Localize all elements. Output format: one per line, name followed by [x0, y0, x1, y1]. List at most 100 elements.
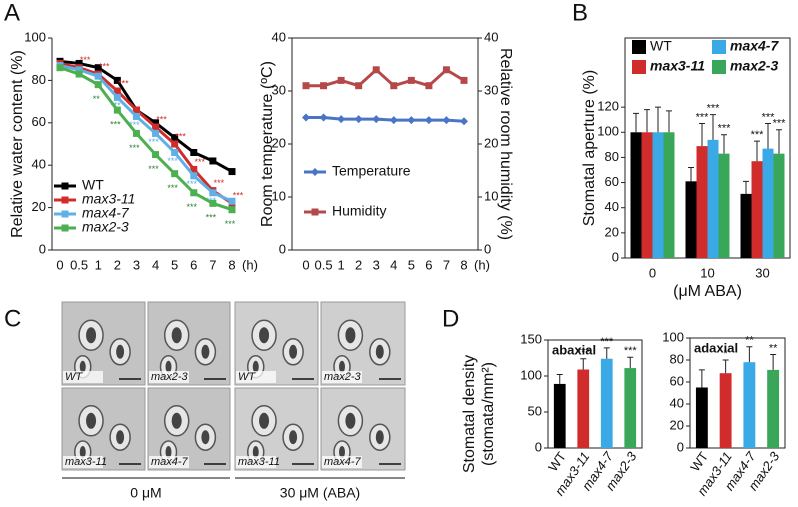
- marker: [302, 82, 310, 90]
- marker: [390, 82, 398, 90]
- y-tick-label: 40: [272, 29, 286, 44]
- x-tick-label: 2: [114, 257, 121, 272]
- panel-label: C: [4, 305, 21, 332]
- significance: **: [769, 342, 778, 354]
- error-bar: [699, 122, 705, 147]
- x-axis-label: (μM ABA): [673, 283, 742, 300]
- stoma-pore: [165, 445, 172, 458]
- y-tick-label: 0: [535, 439, 542, 454]
- marker: [94, 81, 102, 89]
- bar: [685, 181, 697, 258]
- significance: ***: [187, 179, 198, 189]
- y-tick-label: 80: [670, 351, 684, 366]
- bar: [630, 132, 642, 258]
- marker: [75, 66, 83, 74]
- series-line: [306, 67, 465, 88]
- x-tick-label: 30: [755, 265, 769, 280]
- bar: [773, 153, 785, 258]
- marker: [228, 206, 236, 214]
- legend-label: max4-7: [82, 205, 130, 221]
- marker: [94, 72, 102, 80]
- x-tick-label: 8: [228, 257, 235, 272]
- legend-marker: [61, 182, 69, 190]
- significance: ***: [99, 61, 110, 71]
- marker: [56, 64, 64, 72]
- error-bar: [776, 129, 782, 154]
- stoma-pore: [79, 445, 86, 458]
- marker: [152, 119, 160, 127]
- y-axis-label: Relative water content (%): [9, 50, 26, 238]
- significance: ***: [129, 120, 140, 130]
- y-axis-label: Stomatal aperture (%): [581, 70, 598, 227]
- error-bar: [580, 358, 587, 370]
- y2-tick-label: 40: [484, 29, 498, 44]
- stoma-pore: [79, 360, 86, 373]
- y-tick-label: 100: [24, 29, 46, 44]
- legend-marker: [311, 168, 319, 176]
- stoma-pore: [201, 344, 210, 359]
- error-bar: [721, 134, 727, 154]
- y-tick-label: 60: [670, 373, 684, 388]
- bar: [663, 132, 675, 258]
- marker: [389, 116, 398, 125]
- x-tick-label: 3: [133, 257, 140, 272]
- legend-swatch: [632, 40, 646, 54]
- error-bar: [746, 346, 753, 363]
- marker: [442, 116, 451, 125]
- marker: [152, 123, 160, 131]
- y-tick-label: 80: [32, 72, 46, 87]
- micrograph-label: max4-7: [151, 456, 189, 468]
- marker: [354, 115, 363, 124]
- significance: ***: [624, 345, 638, 357]
- bar: [624, 368, 637, 448]
- stoma-pore: [116, 430, 125, 445]
- legend-label: max4-7: [730, 38, 779, 54]
- error-bar: [770, 354, 777, 370]
- stoma-pore: [252, 360, 259, 373]
- y-tick-label: 20: [272, 135, 286, 150]
- stoma-pore: [252, 445, 259, 458]
- marker: [75, 70, 83, 78]
- stoma-pore: [86, 327, 97, 344]
- significance: ***: [118, 78, 129, 88]
- panel-title: abaxial: [552, 342, 596, 357]
- significance: ***: [718, 123, 732, 135]
- error-bar: [556, 374, 563, 384]
- significance: ***: [762, 111, 776, 123]
- significance: ***: [187, 202, 198, 212]
- stoma-pore: [345, 412, 356, 429]
- significance: ***: [110, 119, 121, 129]
- error-bar: [754, 140, 760, 162]
- marker: [337, 76, 345, 84]
- bar: [553, 383, 566, 448]
- marker: [171, 148, 179, 156]
- y-tick-label: 100: [597, 124, 619, 139]
- y-tick-label: 0: [612, 249, 619, 264]
- bar: [762, 148, 774, 258]
- y-tick-label: 50: [528, 403, 542, 418]
- significance: ***: [167, 156, 178, 166]
- marker: [190, 189, 198, 197]
- y-tick-label: 60: [605, 174, 619, 189]
- marker: [424, 116, 433, 125]
- stoma-pore: [259, 327, 270, 344]
- marker: [113, 76, 121, 84]
- plot-frame: [689, 337, 786, 449]
- y-tick-label: 150: [520, 331, 542, 346]
- x-tick-label: 2: [355, 257, 362, 272]
- marker: [152, 129, 160, 137]
- legend-marker: [311, 208, 319, 216]
- x-unit: (h): [242, 257, 258, 272]
- legend-label: max2-3: [82, 219, 129, 235]
- legend-label: max3-11: [82, 191, 135, 207]
- y-tick-label: 40: [670, 395, 684, 410]
- group-label: 30 μM (ABA): [280, 485, 360, 501]
- x-tick-label: 5: [408, 257, 415, 272]
- marker: [209, 199, 217, 207]
- legend-swatch: [712, 60, 726, 74]
- x-tick-label: 1: [95, 257, 102, 272]
- stoma-pore: [171, 327, 182, 344]
- legend-label: Humidity: [332, 203, 386, 219]
- legend-label: WT: [82, 177, 104, 193]
- y-tick-label: 0: [279, 241, 286, 256]
